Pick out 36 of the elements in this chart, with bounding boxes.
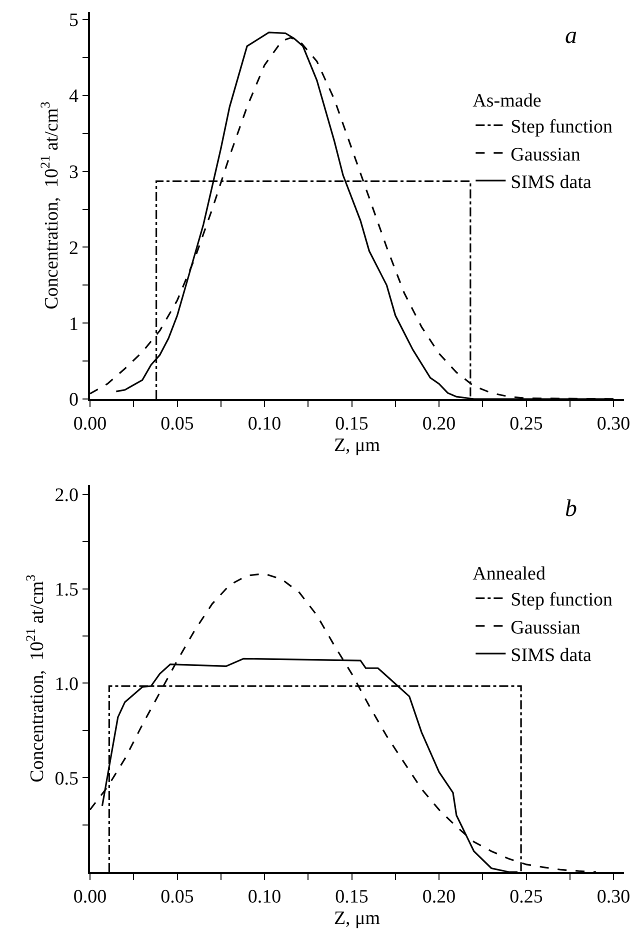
x-tick-label: 0.15 bbox=[335, 886, 368, 908]
y-tick-label: 2 bbox=[68, 238, 78, 259]
legend-label: Gaussian bbox=[510, 617, 581, 638]
x-tick-label: 0.20 bbox=[422, 886, 456, 908]
y-tick-label: 0 bbox=[68, 390, 78, 411]
x-axis-title: Z, μm bbox=[334, 434, 380, 456]
y-tick-label: 5 bbox=[68, 10, 78, 32]
x-tick-label: 0.30 bbox=[596, 886, 630, 908]
legend-label: Gaussian bbox=[510, 144, 581, 166]
x-tick-label: 0.10 bbox=[248, 886, 282, 908]
x-tick-label: 0.10 bbox=[248, 414, 282, 435]
x-tick-label: 0.15 bbox=[335, 414, 368, 435]
legend-label: Step function bbox=[510, 116, 614, 138]
legend-label: SIMS data bbox=[510, 172, 592, 194]
x-tick-label: 0.30 bbox=[596, 414, 630, 435]
x-tick-label: 0.05 bbox=[160, 886, 194, 908]
legend-label: SIMS data bbox=[510, 645, 592, 666]
y-tick-label: 0.5 bbox=[54, 768, 78, 790]
x-axis-title: Z, μm bbox=[334, 908, 380, 929]
y-tick-label: 3 bbox=[68, 162, 78, 183]
x-tick-label: 0.25 bbox=[510, 886, 543, 908]
x-tick-label: 0.05 bbox=[160, 414, 194, 435]
y-tick-label: 4 bbox=[68, 86, 79, 108]
x-tick-label: 0.25 bbox=[510, 414, 543, 435]
y-tick-label: 1 bbox=[68, 314, 78, 335]
legend-label: Step function bbox=[510, 590, 614, 611]
legend-title: Annealed bbox=[472, 563, 546, 584]
y-tick-label: 1.5 bbox=[54, 579, 78, 600]
y-tick-label: 2.0 bbox=[54, 485, 78, 506]
x-tick-label: 0.00 bbox=[73, 886, 107, 908]
annotation: a bbox=[565, 23, 577, 49]
annotation: b bbox=[565, 496, 577, 522]
legend-title: As-made bbox=[472, 90, 542, 112]
x-tick-label: 0.00 bbox=[73, 414, 107, 435]
x-tick-label: 0.20 bbox=[422, 414, 456, 435]
y-tick-label: 1.0 bbox=[54, 674, 78, 695]
